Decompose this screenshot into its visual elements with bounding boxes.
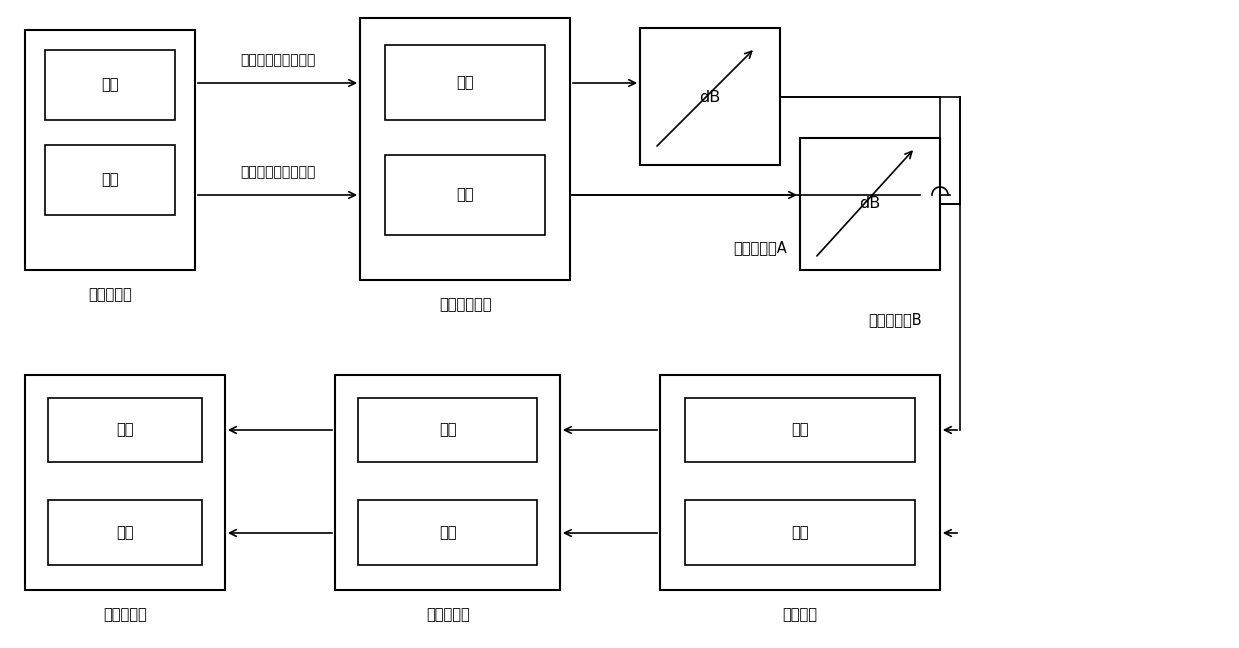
Bar — [45, 145, 175, 215]
Text: 主机: 主机 — [116, 422, 134, 437]
Bar — [800, 138, 940, 270]
Bar — [685, 500, 914, 565]
Text: 调频信号源: 调频信号源 — [88, 288, 131, 303]
Bar — [385, 155, 545, 235]
Text: 可调衰减器B: 可调衰减器B — [869, 312, 922, 327]
Text: dB: dB — [860, 196, 881, 211]
Text: 雷达接收机: 雷达接收机 — [426, 608, 470, 623]
Text: 线性调频信号（主）: 线性调频信号（主） — [240, 53, 316, 67]
Text: 微波组合: 微波组合 — [783, 608, 818, 623]
Text: 主机: 主机 — [456, 76, 473, 91]
Bar — [361, 18, 570, 280]
Text: 备机: 备机 — [456, 187, 473, 202]
Bar — [48, 398, 202, 462]
Text: 可调衰减器A: 可调衰减器A — [733, 240, 787, 255]
Text: 预功率放大器: 预功率放大器 — [439, 297, 491, 312]
Bar — [25, 375, 225, 590]
Bar — [48, 500, 202, 565]
Text: 主机: 主机 — [440, 422, 457, 437]
Text: 备机: 备机 — [102, 172, 119, 187]
Bar — [25, 30, 195, 270]
Text: 备机: 备机 — [792, 526, 809, 540]
Text: 备机: 备机 — [440, 526, 457, 540]
Text: 备机: 备机 — [116, 526, 134, 540]
Text: 主机: 主机 — [792, 422, 809, 437]
Bar — [685, 398, 914, 462]
Bar — [641, 28, 781, 165]
Bar — [660, 375, 940, 590]
Bar — [335, 375, 560, 590]
Text: dB: dB — [699, 89, 721, 104]
Bar — [45, 50, 175, 120]
Bar — [358, 500, 536, 565]
Text: 主机: 主机 — [102, 78, 119, 93]
Bar — [358, 398, 536, 462]
Text: 数据形成器: 数据形成器 — [103, 608, 147, 623]
Text: 线性调频信号（备）: 线性调频信号（备） — [240, 165, 316, 179]
Bar — [385, 45, 545, 120]
